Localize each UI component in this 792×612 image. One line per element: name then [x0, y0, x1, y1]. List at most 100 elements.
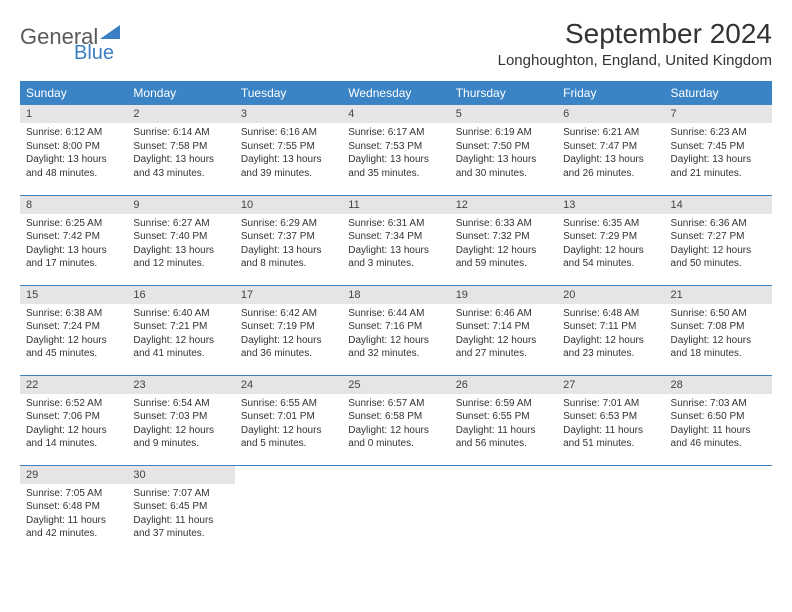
sunrise-text: Sunrise: 6:12 AM	[26, 126, 121, 140]
day-details: Sunrise: 6:25 AMSunset: 7:42 PMDaylight:…	[20, 214, 127, 277]
day-details: Sunrise: 6:29 AMSunset: 7:37 PMDaylight:…	[235, 214, 342, 277]
sunset-text: Sunset: 7:32 PM	[456, 230, 551, 244]
sunset-text: Sunset: 6:55 PM	[456, 410, 551, 424]
calendar-cell: 27Sunrise: 7:01 AMSunset: 6:53 PMDayligh…	[557, 375, 664, 465]
calendar-cell: 26Sunrise: 6:59 AMSunset: 6:55 PMDayligh…	[450, 375, 557, 465]
calendar-cell: 12Sunrise: 6:33 AMSunset: 7:32 PMDayligh…	[450, 195, 557, 285]
weekday-header: Tuesday	[235, 81, 342, 105]
day-number: 22	[20, 376, 127, 394]
daylight-text: Daylight: 12 hours and 50 minutes.	[671, 244, 766, 271]
day-details: Sunrise: 6:54 AMSunset: 7:03 PMDaylight:…	[127, 394, 234, 457]
calendar-cell: 29Sunrise: 7:05 AMSunset: 6:48 PMDayligh…	[20, 465, 127, 555]
day-number: 20	[557, 286, 664, 304]
calendar-cell: 25Sunrise: 6:57 AMSunset: 6:58 PMDayligh…	[342, 375, 449, 465]
logo-triangle-icon	[100, 25, 120, 39]
calendar-cell: 5Sunrise: 6:19 AMSunset: 7:50 PMDaylight…	[450, 105, 557, 195]
sunset-text: Sunset: 6:53 PM	[563, 410, 658, 424]
calendar-cell: 19Sunrise: 6:46 AMSunset: 7:14 PMDayligh…	[450, 285, 557, 375]
day-number: 17	[235, 286, 342, 304]
sunset-text: Sunset: 6:48 PM	[26, 500, 121, 514]
day-details: Sunrise: 6:21 AMSunset: 7:47 PMDaylight:…	[557, 123, 664, 186]
calendar-cell: 22Sunrise: 6:52 AMSunset: 7:06 PMDayligh…	[20, 375, 127, 465]
day-details: Sunrise: 6:57 AMSunset: 6:58 PMDaylight:…	[342, 394, 449, 457]
daylight-text: Daylight: 13 hours and 12 minutes.	[133, 244, 228, 271]
day-details: Sunrise: 6:16 AMSunset: 7:55 PMDaylight:…	[235, 123, 342, 186]
daylight-text: Daylight: 12 hours and 9 minutes.	[133, 424, 228, 451]
calendar-cell: 28Sunrise: 7:03 AMSunset: 6:50 PMDayligh…	[665, 375, 772, 465]
day-number: 12	[450, 196, 557, 214]
day-number: 10	[235, 196, 342, 214]
sunrise-text: Sunrise: 6:17 AM	[348, 126, 443, 140]
sunrise-text: Sunrise: 6:19 AM	[456, 126, 551, 140]
calendar-cell: 18Sunrise: 6:44 AMSunset: 7:16 PMDayligh…	[342, 285, 449, 375]
calendar-cell	[342, 465, 449, 555]
sunrise-text: Sunrise: 7:05 AM	[26, 487, 121, 501]
sunset-text: Sunset: 7:55 PM	[241, 140, 336, 154]
day-number: 19	[450, 286, 557, 304]
sunset-text: Sunset: 7:50 PM	[456, 140, 551, 154]
day-details: Sunrise: 6:35 AMSunset: 7:29 PMDaylight:…	[557, 214, 664, 277]
daylight-text: Daylight: 11 hours and 51 minutes.	[563, 424, 658, 451]
day-details: Sunrise: 6:40 AMSunset: 7:21 PMDaylight:…	[127, 304, 234, 367]
sunset-text: Sunset: 7:08 PM	[671, 320, 766, 334]
sunrise-text: Sunrise: 7:03 AM	[671, 397, 766, 411]
daylight-text: Daylight: 12 hours and 23 minutes.	[563, 334, 658, 361]
sunrise-text: Sunrise: 6:14 AM	[133, 126, 228, 140]
calendar-cell: 23Sunrise: 6:54 AMSunset: 7:03 PMDayligh…	[127, 375, 234, 465]
month-title: September 2024	[498, 18, 772, 50]
sunrise-text: Sunrise: 6:33 AM	[456, 217, 551, 231]
header: General Blue September 2024 Longhoughton…	[20, 18, 772, 69]
day-details: Sunrise: 6:17 AMSunset: 7:53 PMDaylight:…	[342, 123, 449, 186]
sunrise-text: Sunrise: 6:42 AM	[241, 307, 336, 321]
logo-text-2: Blue	[74, 42, 114, 65]
sunset-text: Sunset: 7:53 PM	[348, 140, 443, 154]
calendar-cell	[450, 465, 557, 555]
calendar-row: 8Sunrise: 6:25 AMSunset: 7:42 PMDaylight…	[20, 195, 772, 285]
sunset-text: Sunset: 7:40 PM	[133, 230, 228, 244]
daylight-text: Daylight: 13 hours and 8 minutes.	[241, 244, 336, 271]
daylight-text: Daylight: 12 hours and 45 minutes.	[26, 334, 121, 361]
daylight-text: Daylight: 11 hours and 37 minutes.	[133, 514, 228, 541]
day-details: Sunrise: 7:01 AMSunset: 6:53 PMDaylight:…	[557, 394, 664, 457]
calendar-cell	[235, 465, 342, 555]
day-details: Sunrise: 6:38 AMSunset: 7:24 PMDaylight:…	[20, 304, 127, 367]
sunset-text: Sunset: 6:50 PM	[671, 410, 766, 424]
day-number: 26	[450, 376, 557, 394]
daylight-text: Daylight: 12 hours and 32 minutes.	[348, 334, 443, 361]
daylight-text: Daylight: 12 hours and 36 minutes.	[241, 334, 336, 361]
calendar-table: Sunday Monday Tuesday Wednesday Thursday…	[20, 81, 772, 555]
day-number: 16	[127, 286, 234, 304]
sunrise-text: Sunrise: 6:50 AM	[671, 307, 766, 321]
day-details: Sunrise: 6:52 AMSunset: 7:06 PMDaylight:…	[20, 394, 127, 457]
calendar-cell	[557, 465, 664, 555]
day-details: Sunrise: 6:31 AMSunset: 7:34 PMDaylight:…	[342, 214, 449, 277]
daylight-text: Daylight: 13 hours and 21 minutes.	[671, 153, 766, 180]
day-number: 2	[127, 105, 234, 123]
sunrise-text: Sunrise: 7:07 AM	[133, 487, 228, 501]
sunrise-text: Sunrise: 6:40 AM	[133, 307, 228, 321]
day-details: Sunrise: 7:05 AMSunset: 6:48 PMDaylight:…	[20, 484, 127, 547]
day-details: Sunrise: 6:12 AMSunset: 8:00 PMDaylight:…	[20, 123, 127, 186]
sunset-text: Sunset: 7:01 PM	[241, 410, 336, 424]
day-number: 27	[557, 376, 664, 394]
sunset-text: Sunset: 7:37 PM	[241, 230, 336, 244]
sunrise-text: Sunrise: 6:25 AM	[26, 217, 121, 231]
sunrise-text: Sunrise: 6:21 AM	[563, 126, 658, 140]
sunrise-text: Sunrise: 6:46 AM	[456, 307, 551, 321]
sunrise-text: Sunrise: 6:52 AM	[26, 397, 121, 411]
calendar-cell: 2Sunrise: 6:14 AMSunset: 7:58 PMDaylight…	[127, 105, 234, 195]
daylight-text: Daylight: 12 hours and 5 minutes.	[241, 424, 336, 451]
calendar-cell: 8Sunrise: 6:25 AMSunset: 7:42 PMDaylight…	[20, 195, 127, 285]
sunset-text: Sunset: 7:47 PM	[563, 140, 658, 154]
day-number: 21	[665, 286, 772, 304]
calendar-cell: 15Sunrise: 6:38 AMSunset: 7:24 PMDayligh…	[20, 285, 127, 375]
day-number: 13	[557, 196, 664, 214]
day-details: Sunrise: 6:42 AMSunset: 7:19 PMDaylight:…	[235, 304, 342, 367]
sunset-text: Sunset: 7:42 PM	[26, 230, 121, 244]
daylight-text: Daylight: 12 hours and 54 minutes.	[563, 244, 658, 271]
sunrise-text: Sunrise: 7:01 AM	[563, 397, 658, 411]
weekday-header: Sunday	[20, 81, 127, 105]
day-details: Sunrise: 6:36 AMSunset: 7:27 PMDaylight:…	[665, 214, 772, 277]
calendar-cell: 3Sunrise: 6:16 AMSunset: 7:55 PMDaylight…	[235, 105, 342, 195]
sunrise-text: Sunrise: 6:29 AM	[241, 217, 336, 231]
